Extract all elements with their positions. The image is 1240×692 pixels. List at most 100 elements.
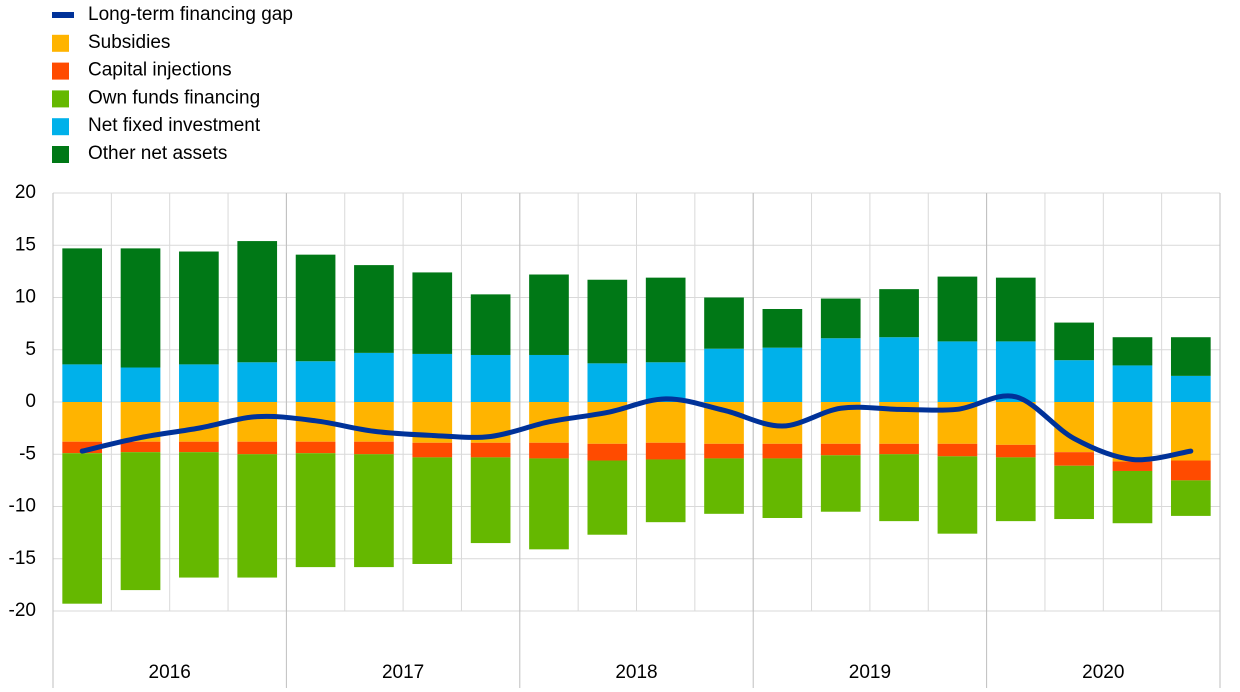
legend-marker — [52, 90, 69, 108]
bar-segment — [1054, 360, 1094, 402]
bar-segment — [820, 443, 861, 456]
legend-marker — [52, 12, 74, 18]
bar-segment — [879, 443, 919, 455]
bar-segment — [645, 459, 686, 523]
bar-segment — [237, 362, 278, 402]
bar-segment — [995, 457, 1036, 522]
bar-segment — [995, 277, 1036, 342]
bar-segment — [1112, 365, 1153, 402]
legend-marker — [52, 118, 69, 136]
bar-segment — [529, 274, 569, 355]
y-tick-label: -10 — [9, 496, 36, 517]
legend-marker — [52, 146, 69, 163]
bar-segment — [354, 265, 394, 353]
bar-segment — [1170, 460, 1211, 481]
bar-segment — [354, 441, 394, 455]
bar-segment — [179, 441, 219, 453]
bar-segment — [62, 364, 103, 402]
bar-segment — [237, 241, 278, 363]
bar-segment — [995, 341, 1036, 402]
bar-segment — [354, 402, 394, 442]
bar-segment — [820, 298, 861, 339]
y-tick-label: 0 — [25, 391, 36, 412]
bar-segment — [237, 402, 278, 442]
bar-segment — [820, 338, 861, 402]
bar-segment — [412, 457, 453, 564]
bar-segment — [120, 248, 161, 368]
bar-segment — [1170, 375, 1211, 402]
bar-segment — [1054, 452, 1094, 466]
bar-segment — [295, 441, 336, 454]
bar-segment — [354, 352, 394, 402]
bar-segment — [762, 308, 803, 348]
bar-segment — [412, 442, 453, 458]
bar-segment — [704, 443, 744, 459]
bar-segment — [587, 460, 628, 535]
bar-segment — [1112, 402, 1153, 462]
y-tick-label: -15 — [9, 548, 36, 569]
bar-segment — [62, 402, 103, 442]
bar-segment — [529, 442, 569, 459]
line-series — [79, 393, 1194, 463]
bar-segment — [879, 337, 919, 402]
bar-segment — [645, 402, 686, 443]
y-tick-label: 15 — [15, 234, 36, 255]
x-tick-label: 2016 — [149, 662, 191, 683]
bar-segment — [470, 442, 511, 458]
legend-label: Net fixed investment — [88, 115, 261, 136]
bar-segment — [937, 276, 978, 342]
bar-segment — [120, 441, 161, 453]
bar-segment — [587, 279, 628, 364]
bar-segment — [995, 444, 1036, 458]
bar-segment — [762, 443, 803, 459]
y-tick-label: 20 — [15, 182, 36, 203]
bar-segment — [120, 452, 161, 591]
x-tick-label: 2017 — [382, 662, 424, 683]
bar-segment — [295, 361, 336, 402]
bar-segment — [937, 443, 978, 457]
bar-segment — [645, 277, 686, 363]
bar-segment — [295, 254, 336, 362]
bar-segment — [1170, 480, 1211, 516]
bar-segment — [1112, 337, 1153, 366]
legend-label: Other net assets — [88, 143, 227, 164]
legend-marker — [52, 62, 69, 80]
bar-segment — [1112, 470, 1153, 524]
x-tick-label: 2019 — [849, 662, 891, 683]
bar-segment — [62, 453, 103, 604]
bar-segment — [529, 458, 569, 550]
bar-segment — [295, 453, 336, 568]
bar-segment — [587, 363, 628, 402]
bar-segment — [412, 272, 453, 354]
bar-segment — [879, 289, 919, 338]
bar-segment — [704, 348, 744, 402]
y-tick-label: -20 — [9, 600, 36, 621]
bar-segment — [470, 354, 511, 402]
bar-segment — [995, 402, 1036, 445]
y-tick-label: -5 — [19, 443, 36, 464]
bar-segment — [237, 441, 278, 455]
bar-segment — [762, 458, 803, 518]
bar-segment — [937, 341, 978, 402]
bar-segment — [179, 402, 219, 442]
y-tick-label: 10 — [15, 287, 36, 308]
bar-segment — [704, 458, 744, 514]
bar-segment — [412, 353, 453, 402]
bar-segment — [529, 354, 569, 402]
y-tick-label: 5 — [25, 339, 36, 360]
bar-segment — [470, 457, 511, 544]
bar-segment — [1170, 337, 1211, 376]
legend-marker — [52, 34, 69, 52]
bar-segment — [354, 454, 394, 568]
legend-label: Subsidies — [88, 32, 170, 53]
bar-segment — [937, 456, 978, 534]
bar-segment — [645, 442, 686, 460]
bar-segment — [879, 454, 919, 522]
bar-segment — [470, 294, 511, 355]
legend-label: Capital injections — [88, 60, 232, 81]
bar-segment — [1054, 322, 1094, 361]
bar-segment — [587, 443, 628, 461]
legend-label: Own funds financing — [88, 87, 260, 108]
